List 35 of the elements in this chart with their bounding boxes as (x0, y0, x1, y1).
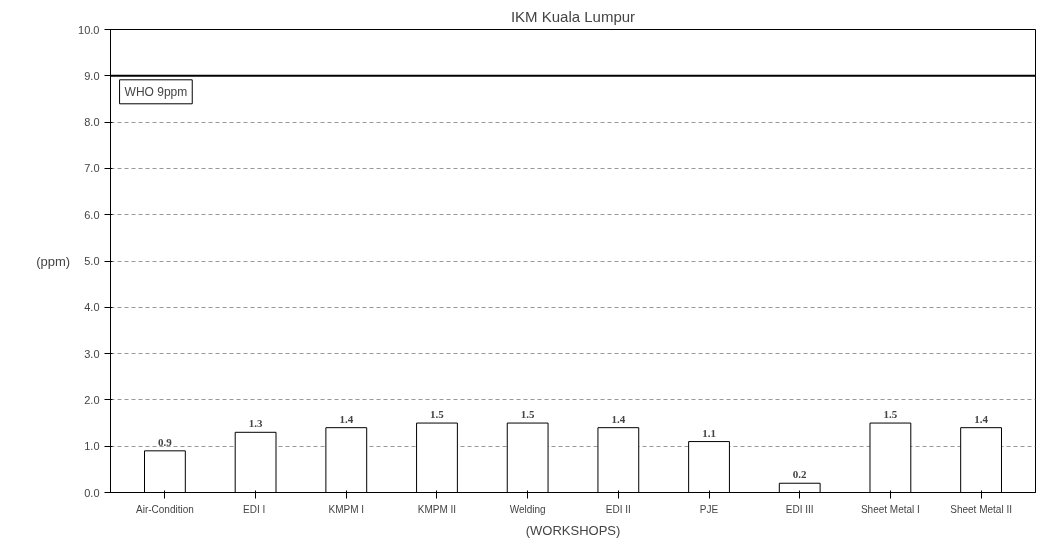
data-label: 1.5 (883, 408, 898, 421)
y-tick-label: 9.0 (84, 69, 100, 82)
data-label: 1.5 (430, 408, 445, 421)
data-label: 0.2 (792, 468, 808, 481)
data-label: 1.4 (611, 412, 626, 425)
y-tick-label: 10.0 (78, 23, 100, 36)
x-tick-label: Welding (509, 503, 546, 515)
x-tick-label: Sheet Metal II (950, 503, 1012, 515)
data-label: 1.3 (248, 417, 263, 430)
y-axis-title: (ppm) (36, 253, 71, 269)
x-tick-label: KMPM I (328, 503, 365, 515)
y-tick-label: 6.0 (84, 208, 100, 221)
data-label: 1.5 (520, 408, 536, 421)
data-label: 1.4 (339, 412, 354, 425)
x-tick-label: KMPM II (417, 503, 457, 515)
y-tick-label: 4.0 (84, 301, 100, 314)
y-tick-label: 0.0 (84, 486, 100, 499)
chart-title: IKM Kuala Lumpur (510, 7, 636, 25)
y-tick-label: 3.0 (84, 347, 100, 360)
ref-line-label: WHO 9ppm (124, 84, 188, 99)
y-tick-label: 2.0 (84, 393, 100, 406)
data-label: 1.4 (974, 412, 989, 425)
y-tick-label: 5.0 (84, 255, 100, 267)
data-label: 1.1 (702, 426, 716, 439)
y-tick-label: 1.0 (84, 440, 100, 453)
x-tick-label: EDI I (243, 503, 266, 515)
y-tick-label: 7.0 (84, 162, 100, 175)
x-tick-label: PJE (699, 503, 719, 515)
y-tick-label: 8.0 (84, 116, 100, 129)
x-axis-title: (WORKSHOPS) (525, 522, 621, 538)
data-label: 0.9 (158, 435, 173, 448)
x-tick-label: EDI II (605, 503, 631, 515)
x-tick-label: Air-Condition (136, 503, 194, 515)
x-tick-label: EDI III (785, 503, 814, 515)
x-tick-label: Sheet Metal I (860, 503, 920, 515)
